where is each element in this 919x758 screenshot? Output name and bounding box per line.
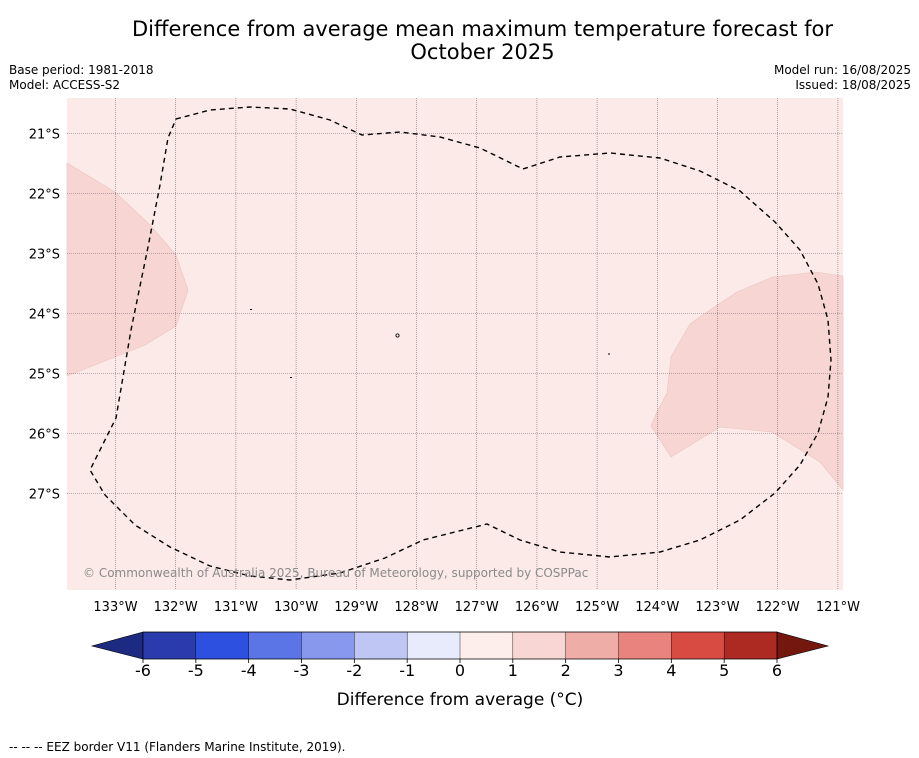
eez-footnote: -- -- -- EEZ border V11 (Flanders Marine… <box>9 740 346 754</box>
colorbar-tick-label: 3 <box>613 661 623 680</box>
colorbar-tick-label: 5 <box>719 661 729 680</box>
latitude-label: 27°S <box>29 488 60 503</box>
longitude-label: 121°W <box>816 600 860 615</box>
longitude-label: 124°W <box>635 600 679 615</box>
longitude-label: 133°W <box>93 600 137 615</box>
longitude-label: 125°W <box>575 600 619 615</box>
colorbar-tick-label: -3 <box>294 661 310 680</box>
colorbar-bin <box>512 631 567 660</box>
latitude-label: 21°S <box>29 128 60 143</box>
longitude-label: 123°W <box>695 600 739 615</box>
meta-right: Model run: 16/08/2025 Issued: 18/08/2025 <box>774 63 911 93</box>
colorbar-bin <box>723 631 778 660</box>
colorbar-ticks: -6 -5 -4 -3 -2 -1 0 1 2 3 4 5 6 <box>135 659 782 680</box>
colorbar-bin <box>406 631 461 660</box>
colorbar-bin <box>142 631 197 660</box>
longitude-label: 122°W <box>756 600 800 615</box>
colorbar-tick-label: -6 <box>135 661 151 680</box>
colorbar-bin <box>671 631 725 660</box>
colorbar-tick-label: -1 <box>399 661 415 680</box>
colorbar-tick-label: 4 <box>666 661 676 680</box>
colorbar-bin <box>618 631 672 660</box>
colorbar-bin <box>459 631 514 660</box>
title-line-2: October 2025 <box>410 40 555 64</box>
colorbar-label: Difference from average (°C) <box>337 690 584 710</box>
colorbar-tick-label: -2 <box>346 661 362 680</box>
latitude-label: 25°S <box>29 368 60 383</box>
colorbar-tick-label: 2 <box>561 661 571 680</box>
longitude-label: 130°W <box>274 600 318 615</box>
colorbar-bin <box>565 631 620 660</box>
longitude-label: 132°W <box>154 600 198 615</box>
meta-left: Base period: 1981-2018 Model: ACCESS-S2 <box>9 63 154 93</box>
longitude-label: 126°W <box>515 600 559 615</box>
anomaly-region-west <box>66 162 189 377</box>
map-title: Difference from average mean maximum tem… <box>90 18 875 64</box>
base-period: Base period: 1981-2018 <box>9 63 154 77</box>
colorbar: -6 -5 -4 -3 -2 -1 0 1 2 3 4 5 6 Difference from aver… <box>90 631 830 710</box>
latitude-label: 26°S <box>29 428 60 443</box>
colorbar-tick-label: -4 <box>241 661 257 680</box>
model-name: Model: ACCESS-S2 <box>9 78 121 92</box>
latitude-label: 23°S <box>29 248 60 263</box>
colorbar-over-arrow <box>776 631 830 660</box>
title-line-1: Difference from average mean maximum tem… <box>132 17 833 41</box>
longitude-label: 131°W <box>214 600 258 615</box>
anomaly-region-east <box>650 271 844 491</box>
colorbar-tick-label: 0 <box>455 661 465 680</box>
colorbar-under-arrow <box>90 631 144 660</box>
island-markers <box>250 309 610 378</box>
eez-border <box>89 106 832 581</box>
colorbar-tick-label: 6 <box>772 661 782 680</box>
issued-date: Issued: 18/08/2025 <box>795 78 911 92</box>
longitude-label: 129°W <box>334 600 378 615</box>
colorbar-bin <box>195 631 250 660</box>
longitude-label: 128°W <box>394 600 438 615</box>
copyright-text: © Commonwealth of Australia 2025, Bureau… <box>83 566 588 580</box>
latitude-labels: 21°S 22°S 23°S 24°S 25°S 26°S 27°S <box>29 128 60 503</box>
latitude-label: 24°S <box>29 308 60 323</box>
latitude-label: 22°S <box>29 188 60 203</box>
colorbar-bin <box>354 631 408 660</box>
longitude-label: 127°W <box>455 600 499 615</box>
latitude-gridlines <box>67 133 843 494</box>
colorbar-bin <box>301 631 355 660</box>
colorbar-bin <box>248 631 303 660</box>
longitude-labels: 133°W 132°W 131°W 130°W 129°W 128°W 127°W 126°W… <box>93 600 860 615</box>
model-run: Model run: 16/08/2025 <box>773 63 911 77</box>
colorbar-tick-label: 1 <box>508 661 518 680</box>
colorbar-tick-label: -5 <box>188 661 204 680</box>
longitude-gridlines <box>115 98 839 590</box>
